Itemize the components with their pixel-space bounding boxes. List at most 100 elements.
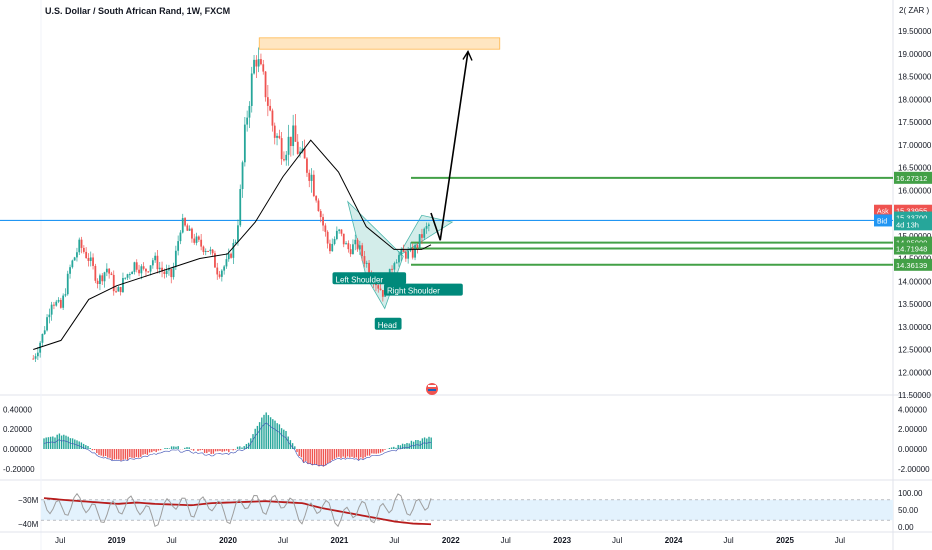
osc-right-tick: 100.00 [898, 489, 923, 498]
candle-body [117, 287, 120, 292]
candle-body [82, 247, 85, 252]
candle-body [400, 249, 403, 256]
candle-body [375, 283, 377, 286]
target-zone-box [258, 37, 501, 50]
pattern-label: Head [378, 321, 397, 330]
time-axis-tick: Jul [55, 536, 65, 545]
candle-body [126, 274, 129, 278]
candle-body [172, 266, 175, 278]
hist-right-tick: 4.00000 [898, 405, 927, 414]
candle-body [315, 196, 318, 201]
candle-body [227, 253, 230, 260]
oscillator-secondary-line [43, 492, 432, 528]
candle-body [108, 268, 111, 274]
time-axis-tick: Jul [389, 536, 399, 545]
candle-body [181, 218, 184, 233]
candle-body [138, 269, 140, 274]
candle-body [248, 105, 251, 118]
level-price-label: 14.36139 [896, 261, 927, 270]
candle-body [73, 257, 76, 261]
candle-body [418, 234, 421, 248]
candle-body [87, 258, 90, 261]
candle-body [347, 243, 350, 250]
candle-body [345, 243, 347, 245]
candle-body [85, 251, 88, 259]
bid-tag-text: Bid [877, 218, 887, 225]
y-axis-tick-label: 13.50000 [898, 300, 932, 309]
candle-body [216, 267, 219, 275]
candle-body [78, 239, 81, 253]
time-axis-tick: Jul [723, 536, 733, 545]
candle-body [53, 304, 55, 306]
candle-body [59, 299, 62, 308]
candle-body [131, 271, 134, 275]
level-price-label: 14.71948 [896, 245, 927, 254]
candle-body [289, 136, 292, 147]
candle-body [34, 356, 37, 359]
candle-body [425, 226, 428, 229]
candle-body [377, 285, 380, 289]
candle-body [260, 59, 262, 65]
price-label-value: 15.33700 [896, 214, 927, 223]
candle-body [55, 301, 58, 306]
candle-body [287, 136, 290, 155]
candle-body [76, 252, 78, 258]
hist-right-tick: 0.00000 [898, 445, 927, 454]
flag-stripe [428, 385, 436, 387]
candle-body [319, 211, 322, 218]
candle-body [161, 267, 163, 272]
level-price-tag [894, 258, 932, 271]
candle-body [358, 245, 361, 250]
pattern-label-bg [332, 272, 407, 285]
candle-body [145, 268, 147, 272]
y-axis-tick-label: 18.50000 [898, 73, 932, 82]
candle-body [191, 228, 193, 239]
y-axis-tick-label: 19.00000 [898, 50, 932, 59]
candle-body [246, 117, 249, 125]
candle-body [50, 304, 53, 315]
candle-body [96, 280, 99, 285]
osc-right-tick: 50.00 [898, 506, 919, 515]
hist-left-tick: 0.40000 [3, 405, 32, 414]
time-axis-tick: Jul [278, 536, 288, 545]
candle-body [92, 257, 94, 266]
candle-body [207, 250, 209, 252]
candle-body [165, 270, 168, 275]
candle-body [381, 290, 384, 297]
candle-body [218, 274, 221, 277]
candle-body [356, 239, 359, 250]
hist-right-tick: -2.00000 [898, 465, 930, 474]
flag-stripe [428, 389, 436, 391]
candle-body [225, 259, 228, 267]
projection-arrowhead [462, 49, 473, 61]
osc-right-tick: 0.00 [898, 523, 914, 532]
candle-body [41, 333, 44, 343]
candle-body [342, 233, 345, 245]
candle-body [99, 275, 101, 285]
price-label-tag-text: Ask [877, 209, 889, 216]
candle-body [197, 236, 200, 240]
time-axis-tick: Jul [612, 536, 622, 545]
candle-body [262, 64, 265, 72]
time-axis-tick: Jul [835, 536, 845, 545]
candle-body [398, 255, 400, 263]
candle-body [239, 189, 242, 226]
level-price-tag [894, 242, 932, 255]
candle-body [211, 249, 214, 254]
candle-body [170, 268, 173, 278]
candle-body [395, 262, 398, 264]
price-label-value: 4d 13h [896, 220, 919, 229]
candle-body [266, 97, 269, 106]
candle-body [365, 262, 368, 264]
time-axis-tick: Jul [166, 536, 176, 545]
candle-body [411, 247, 414, 258]
candle-body [283, 159, 285, 161]
candle-body [163, 271, 166, 275]
candle-body [110, 273, 113, 275]
candle-body [209, 249, 212, 252]
candle-body [255, 59, 258, 67]
candle-body [69, 267, 71, 274]
candle-body [407, 250, 410, 259]
candle-body [94, 265, 97, 281]
